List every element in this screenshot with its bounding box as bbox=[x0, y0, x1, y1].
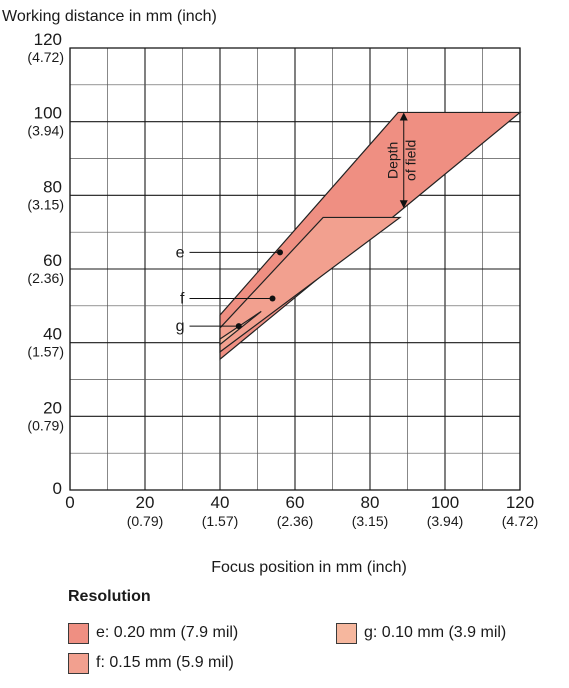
legend-item-f: f: 0.15 mm (5.9 mil) bbox=[68, 652, 234, 674]
legend-swatch-e bbox=[68, 622, 89, 644]
legend-swatch-f bbox=[68, 652, 89, 674]
plot-border bbox=[69, 47, 521, 491]
x-tick-label: 100 bbox=[431, 493, 459, 512]
x-axis-label: Focus position in mm (inch) bbox=[211, 559, 407, 576]
x-ticks: 0 20(0.79) 40(1.57) 60(2.36) 80(3.15) 100(3.9… bbox=[65, 493, 538, 529]
y-tick-label: 60 bbox=[43, 251, 62, 270]
legend-swatch-g bbox=[336, 622, 357, 644]
annotations: e fg Depth of field bbox=[176, 112, 419, 335]
y-axis-label: Working distance in mm (inch) bbox=[2, 8, 217, 25]
x-tick-sublabel: (0.79) bbox=[127, 513, 164, 529]
depth-of-field-label: of field bbox=[403, 140, 419, 181]
x-tick-sublabel: (2.36) bbox=[277, 513, 314, 529]
legend-row: e: 0.20 mm (7.9 mil) g: 0.10 mm (3.9 mil… bbox=[68, 618, 568, 648]
x-tick-label: 0 bbox=[65, 493, 74, 512]
series-label-e: e bbox=[176, 244, 185, 261]
legend-title: Resolution bbox=[68, 588, 151, 605]
y-tick-sublabel: (4.72) bbox=[27, 49, 64, 65]
y-tick-label: 40 bbox=[43, 325, 62, 344]
legend-item-g: g: 0.10 mm (3.9 mil) bbox=[336, 622, 507, 644]
x-tick-sublabel: (3.15) bbox=[352, 513, 389, 529]
y-tick-sublabel: (2.36) bbox=[27, 270, 64, 286]
y-tick-sublabel: (3.94) bbox=[27, 123, 64, 139]
y-tick-label: 80 bbox=[43, 177, 62, 196]
x-tick-sublabel: (3.94) bbox=[427, 513, 464, 529]
x-tick-label: 120 bbox=[506, 493, 534, 512]
y-tick-label: 100 bbox=[34, 104, 62, 123]
x-tick-label: 20 bbox=[136, 493, 155, 512]
x-tick-label: 80 bbox=[361, 493, 380, 512]
y-tick-sublabel: (0.79) bbox=[27, 417, 64, 433]
depth-of-field-arrow-bottom bbox=[399, 200, 408, 209]
depth-of-field-label: Depth bbox=[385, 142, 401, 179]
chart-svg: Working distance in mm (inch) e fg Depth of… bbox=[2, 8, 538, 576]
x-tick-sublabel: (4.72) bbox=[502, 513, 539, 529]
y-tick-sublabel: (1.57) bbox=[27, 344, 64, 360]
areas bbox=[219, 111, 522, 361]
y-ticks: 0 20(0.79) 40(1.57) 60(2.36) 80(3.15) 100(3.9… bbox=[27, 30, 64, 498]
legend-row: f: 0.15 mm (5.9 mil) bbox=[68, 648, 568, 678]
legend-label-f: f: 0.15 mm (5.9 mil) bbox=[96, 654, 234, 671]
legend-label-g: g: 0.10 mm (3.9 mil) bbox=[364, 624, 507, 641]
legend: Resolution e: 0.20 mm (7.9 mil) g: 0.10 … bbox=[68, 588, 568, 678]
x-tick-sublabel: (1.57) bbox=[202, 513, 239, 529]
y-tick-sublabel: (3.15) bbox=[27, 196, 64, 212]
series-label-f: f bbox=[180, 290, 185, 307]
x-tick-label: 60 bbox=[286, 493, 305, 512]
legend-item-e: e: 0.20 mm (7.9 mil) bbox=[68, 622, 336, 644]
depth-of-field-arrow-top bbox=[399, 112, 408, 121]
y-tick-label: 120 bbox=[34, 30, 62, 49]
y-tick-label: 20 bbox=[43, 398, 62, 417]
legend-label-e: e: 0.20 mm (7.9 mil) bbox=[96, 624, 239, 641]
x-tick-label: 40 bbox=[211, 493, 230, 512]
y-tick-label: 0 bbox=[53, 479, 62, 498]
series-label-g: g bbox=[176, 318, 185, 335]
